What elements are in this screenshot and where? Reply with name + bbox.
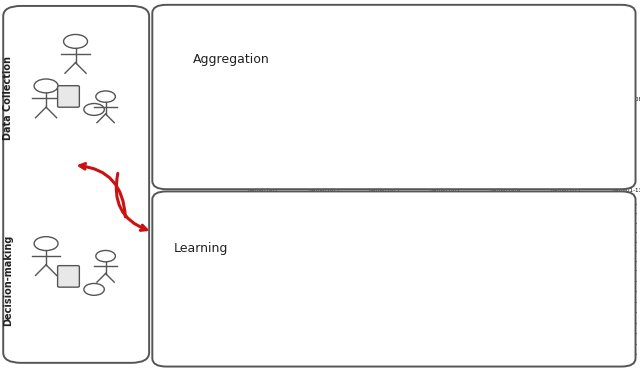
Text: Aggregation: Aggregation [193, 53, 270, 66]
Y-axis label: Glucose (mg/dL): Glucose (mg/dL) [216, 295, 221, 338]
Y-axis label: Glucose (mg/dL): Glucose (mg/dL) [233, 118, 238, 170]
Y-axis label: Glucose (mg/dL): Glucose (mg/dL) [216, 214, 221, 257]
Text: Learning: Learning [174, 242, 228, 255]
Text: Data Collection: Data Collection [3, 56, 13, 140]
Bar [171, 289, 211, 317]
Text: Decision-making: Decision-making [3, 234, 13, 326]
Y-axis label: Glucose (mg/dL): Glucose (mg/dL) [233, 27, 238, 79]
